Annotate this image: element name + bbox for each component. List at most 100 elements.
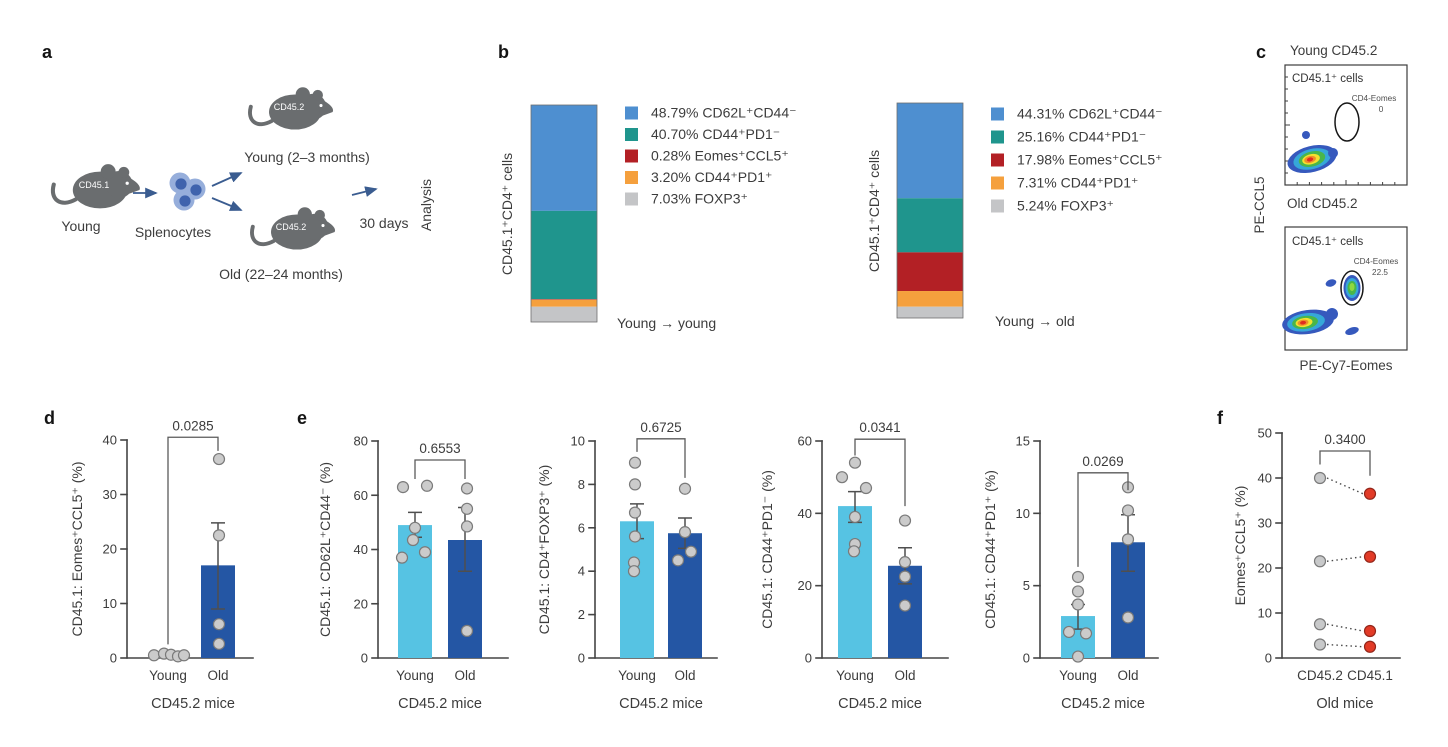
- panel-label-d: d: [44, 408, 55, 428]
- data-point: [1121, 533, 1135, 546]
- legend-label: 0.28% Eomes⁺CCL5⁺: [651, 148, 789, 164]
- data-point: [460, 482, 474, 495]
- flow-population-old-main: [1282, 309, 1334, 335]
- y-tick-label: 10: [1016, 506, 1030, 521]
- data-point: [898, 599, 912, 612]
- y-tick-label: 60: [354, 488, 368, 503]
- y-tick-label: 6: [578, 520, 585, 535]
- legend-swatch: [991, 130, 1004, 144]
- stacked-bar-axis-label: CD45.1⁺CD4⁺ cells: [866, 150, 882, 272]
- chart-e1: 0 20 40 60 80 CD45.1: CD62L⁺CD44⁻ (%) CD45.2 m…: [317, 434, 509, 712]
- arrow-cells-to-young: [211, 172, 243, 187]
- panel-a-schematic: CD45.1 CD45.2 CD45.2 Young Splenocytes Y…: [53, 85, 434, 282]
- legend-swatch: [625, 128, 638, 141]
- data-point: [898, 556, 912, 569]
- flow-population-young: [1287, 145, 1337, 173]
- y-tick-label: 40: [354, 542, 368, 557]
- y-axis-title: CD45.1: CD4⁺FOXP3⁺ (%): [536, 465, 552, 635]
- gate-name-young: CD4-Eomes: [1352, 94, 1397, 103]
- panel-label-e: e: [297, 408, 307, 428]
- y-tick-label: 0: [110, 651, 117, 666]
- y-tick-label: 0: [578, 651, 585, 666]
- p-value: 0.0285: [172, 418, 213, 433]
- stack-segment: [897, 103, 963, 199]
- p-value: 0.6725: [640, 420, 681, 435]
- analysis-label: Analysis: [418, 179, 434, 231]
- data-point: [460, 624, 474, 637]
- data-point: [212, 618, 226, 631]
- stack-segment: [531, 210, 597, 300]
- stacked-bar-young-old: 44.31% CD62L⁺CD44⁻ 25.16% CD44⁺PD1⁻ 17.98%…: [866, 102, 1163, 329]
- y-tick-label: 4: [578, 564, 585, 579]
- x-axis-title: CD45.2 mice: [619, 696, 703, 712]
- x-category-label: Old: [207, 668, 228, 683]
- x-category-label: Young: [836, 668, 874, 683]
- stack-segment: [897, 291, 963, 307]
- data-point-cd451: [1363, 550, 1377, 563]
- data-point: [1062, 625, 1076, 639]
- arrow-cells-to-old: [211, 197, 243, 211]
- data-point: [628, 456, 642, 469]
- data-point: [848, 510, 862, 524]
- flow-blob: [1326, 308, 1338, 320]
- flow-gate-young: [1334, 102, 1360, 142]
- legend-label: 7.03% FOXP3⁺: [651, 191, 748, 207]
- data-point: [420, 479, 434, 492]
- data-point: [671, 554, 685, 567]
- y-axis-title: CD45.1: CD62L⁺CD44⁻ (%): [317, 462, 333, 637]
- y-tick-label: 20: [1258, 561, 1272, 576]
- y-tick-label: 0: [805, 651, 812, 666]
- data-point: [678, 482, 692, 495]
- data-point: [408, 521, 422, 534]
- gate-value-old: 22.5: [1372, 268, 1388, 277]
- legend-swatch: [625, 192, 638, 206]
- legend-swatch: [625, 106, 638, 120]
- data-point-cd451: [1363, 624, 1377, 638]
- panel-label-f: f: [1217, 408, 1224, 428]
- panel-label-c: c: [1256, 42, 1266, 62]
- x-axis-title: CD45.2 mice: [1061, 696, 1145, 712]
- legend-label: 17.98% Eomes⁺CCL5⁺: [1017, 152, 1163, 168]
- data-point: [396, 481, 410, 494]
- arrow-to-analysis: [351, 186, 378, 197]
- splenocytes-label: Splenocytes: [135, 224, 211, 240]
- data-point: [1071, 598, 1085, 611]
- y-tick-label: 60: [798, 434, 812, 449]
- legend-label: 3.20% CD44⁺PD1⁺: [651, 169, 772, 185]
- x-category-label: Young: [396, 668, 434, 683]
- data-point: [418, 546, 432, 559]
- data-point-cd452: [1313, 471, 1327, 485]
- chart-e2: 0 2 4 6 8 10 CD45.1: CD4⁺FOXP3⁺ (%) CD45.2 mice…: [536, 420, 718, 712]
- young-recipient-strain-label: CD45.2: [274, 102, 305, 112]
- x-category-label: Young: [149, 668, 187, 683]
- stacked-bar-axis-label: CD45.1⁺CD4⁺ cells: [499, 153, 515, 275]
- y-tick-label: 40: [103, 433, 117, 448]
- x-axis-title: CD45.2 mice: [151, 696, 235, 712]
- y-axis-title: Eomes⁺CCL5⁺ (%): [1232, 486, 1248, 606]
- x-category-label: Old: [454, 668, 475, 683]
- x-category-label: CD45.2: [1297, 668, 1343, 683]
- p-value: 0.3400: [1324, 432, 1365, 447]
- x-axis-title: CD45.2 mice: [838, 696, 922, 712]
- data-point: [460, 520, 474, 533]
- data-point: [1079, 627, 1093, 640]
- x-category-label: Old: [1117, 668, 1138, 683]
- y-axis-title: CD45.1: CD44⁺PD1⁺ (%): [982, 470, 998, 629]
- data-point: [628, 530, 642, 543]
- y-tick-label: 20: [798, 578, 812, 593]
- bar-young: [838, 506, 872, 658]
- data-point-cd452: [1313, 555, 1327, 568]
- flow-blob: [1325, 279, 1337, 287]
- p-value: 0.0341: [859, 420, 900, 435]
- data-point: [678, 526, 692, 539]
- y-tick-label: 20: [103, 542, 117, 557]
- data-point: [628, 506, 642, 519]
- y-axis-title: CD45.1: Eomes⁺CCL5⁺ (%): [69, 461, 85, 636]
- x-category-label: Old: [674, 668, 695, 683]
- flow-population-old-gated: [1343, 275, 1361, 301]
- legend-swatch: [625, 171, 638, 184]
- data-point: [898, 514, 912, 527]
- chart-e4: 0 5 10 15 CD45.1: CD44⁺PD1⁺ (%) CD45.2 mice Yo…: [982, 434, 1159, 712]
